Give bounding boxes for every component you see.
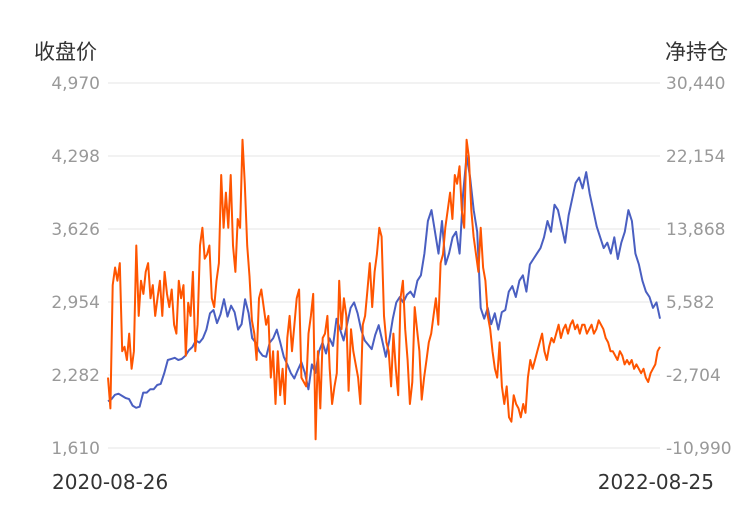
right-tick-label: 5,582 <box>666 293 715 313</box>
left-tick-label: 2,282 <box>51 366 100 386</box>
tick-labels: 4,970 30,440 4,298 22,154 3,626 13,868 2,954 5,… <box>51 74 731 459</box>
left-tick-label: 1,610 <box>51 439 100 459</box>
right-tick-label: 22,154 <box>666 147 725 167</box>
series-line-net-position <box>107 138 661 441</box>
left-axis-title: 收盘价 <box>34 40 97 64</box>
left-tick-label: 4,970 <box>51 74 100 94</box>
right-tick-label: 30,440 <box>666 74 725 94</box>
left-tick-label: 2,954 <box>51 293 100 313</box>
x-axis-end-label: 2022-08-25 <box>597 470 714 494</box>
right-tick-label: -10,990 <box>666 439 732 459</box>
series-lines <box>107 138 661 441</box>
left-tick-label: 4,298 <box>51 147 100 167</box>
grid-lines <box>108 82 660 449</box>
left-tick-label: 3,626 <box>51 220 100 240</box>
right-tick-label: 13,868 <box>666 220 725 240</box>
right-axis-title: 净持仓 <box>665 40 728 64</box>
x-axis-start-label: 2020-08-26 <box>52 470 169 494</box>
series-line-close-price <box>107 154 661 409</box>
right-tick-label: -2,704 <box>666 366 721 386</box>
